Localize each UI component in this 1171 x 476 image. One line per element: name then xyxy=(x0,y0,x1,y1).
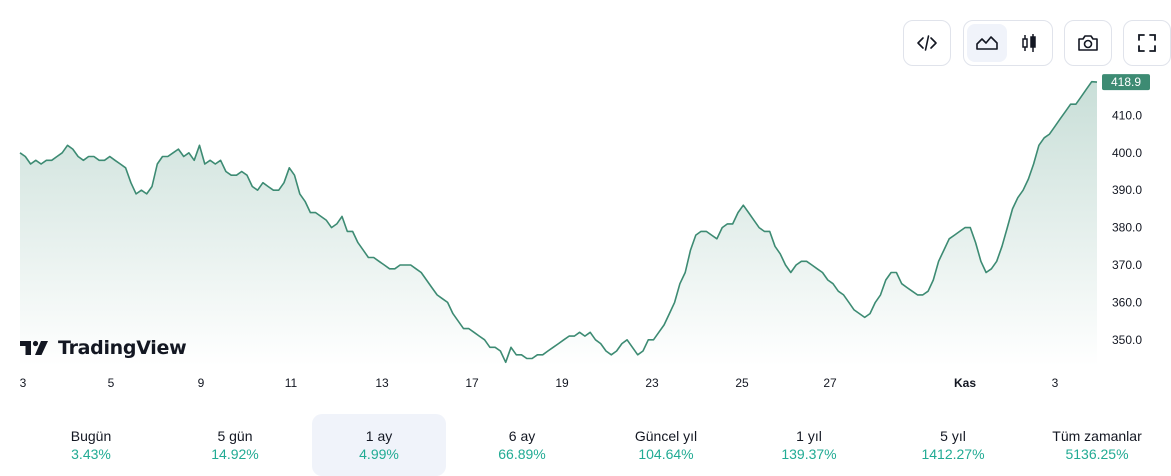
price-area-chart[interactable]: 350.0 360.0 370.0 380.0 390.0 400.0 410.0 3 5 9 1… xyxy=(0,0,1171,400)
period-ytd[interactable]: Güncel yıl 104.64% xyxy=(599,414,733,476)
period-label: 5 gün xyxy=(217,428,253,444)
period-change: 104.64% xyxy=(638,446,694,462)
y-tick-label: 370.0 xyxy=(1112,258,1142,272)
last-value-marker: 418.9 xyxy=(1102,74,1150,91)
chart-style-toggle xyxy=(963,20,1053,66)
period-change: 1412.27% xyxy=(921,446,985,462)
period-label: 1 yıl xyxy=(796,428,822,444)
x-tick-label: 9 xyxy=(198,376,205,390)
y-tick-label: 360.0 xyxy=(1112,295,1142,309)
area-chart-icon xyxy=(976,36,998,50)
x-tick-label: 19 xyxy=(555,376,569,390)
snapshot-button[interactable] xyxy=(1064,20,1112,66)
candlestick-icon xyxy=(1022,34,1036,52)
embed-code-button[interactable] xyxy=(903,20,951,66)
area-fill xyxy=(20,81,1097,366)
period-label: Güncel yıl xyxy=(634,428,698,444)
x-tick-label: 27 xyxy=(823,376,837,390)
y-tick-label: 350.0 xyxy=(1112,333,1142,347)
x-tick-label: 17 xyxy=(465,376,479,390)
y-tick-label: 390.0 xyxy=(1112,183,1142,197)
x-tick-label: 11 xyxy=(285,376,298,390)
candlestick-button[interactable] xyxy=(1009,24,1049,62)
last-value-label: 418.9 xyxy=(1111,75,1141,89)
period-change: 14.92% xyxy=(211,446,259,462)
y-tick-label: 380.0 xyxy=(1112,221,1142,235)
period-label: 6 ay xyxy=(508,428,536,444)
x-tick-label: 23 xyxy=(645,376,659,390)
y-axis: 350.0 360.0 370.0 380.0 390.0 400.0 410.0 xyxy=(1112,108,1142,346)
y-tick-label: 400.0 xyxy=(1112,146,1142,160)
x-tick-label: 3 xyxy=(1052,376,1059,390)
period-label: 1 ay xyxy=(365,428,393,444)
price-line xyxy=(19,80,1098,364)
area-chart-button[interactable] xyxy=(967,24,1007,62)
period-1-month[interactable]: 1 ay 4.99% xyxy=(312,414,446,476)
period-label: Bugün xyxy=(70,428,112,444)
logo-text: TradingView xyxy=(58,337,187,359)
fullscreen-icon xyxy=(1138,34,1156,52)
period-all-time[interactable]: Tüm zamanlar 5136.25% xyxy=(1030,414,1164,476)
period-5-years[interactable]: 5 yıl 1412.27% xyxy=(886,414,1020,476)
period-label: 5 yıl xyxy=(940,428,966,444)
period-change: 4.99% xyxy=(359,446,399,462)
period-today[interactable]: Bugün 3.43% xyxy=(24,414,158,476)
period-change: 66.89% xyxy=(498,446,546,462)
tradingview-logo[interactable]: TradingView xyxy=(20,337,187,359)
period-change: 3.43% xyxy=(71,446,111,462)
period-6-months[interactable]: 6 ay 66.89% xyxy=(455,414,589,476)
fullscreen-button[interactable] xyxy=(1123,20,1171,66)
period-change: 5136.25% xyxy=(1065,446,1129,462)
x-axis: 3 5 9 11 13 17 19 23 25 27 Kas 3 xyxy=(20,376,1059,390)
embed-code-icon xyxy=(917,35,937,51)
period-5-days[interactable]: 5 gün 14.92% xyxy=(168,414,302,476)
camera-icon xyxy=(1078,35,1098,51)
y-tick-label: 410.0 xyxy=(1112,108,1142,122)
period-selector: Bugün 3.43% 5 gün 14.92% 1 ay 4.99% 6 ay… xyxy=(0,414,1171,476)
period-change: 139.37% xyxy=(781,446,837,462)
period-1-year[interactable]: 1 yıl 139.37% xyxy=(742,414,876,476)
period-label: Tüm zamanlar xyxy=(1052,428,1142,444)
x-tick-label: 25 xyxy=(735,376,749,390)
x-tick-label: 5 xyxy=(108,376,115,390)
tradingview-logo-icon xyxy=(20,340,48,355)
last-value-badge xyxy=(1102,74,1150,91)
x-tick-label: 13 xyxy=(375,376,389,390)
x-tick-label: Kas xyxy=(954,376,976,390)
x-tick-label: 3 xyxy=(20,376,27,390)
